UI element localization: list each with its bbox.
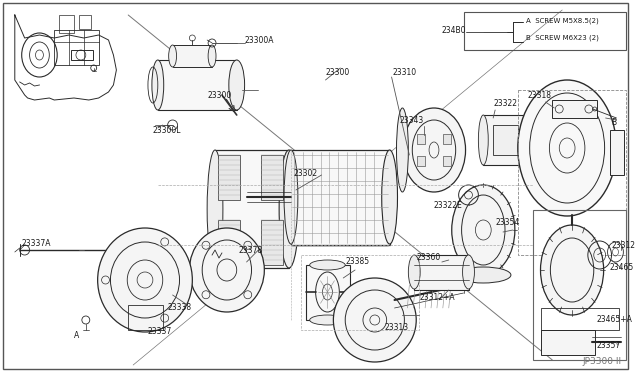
Text: 23357: 23357	[596, 340, 621, 350]
Bar	[414, 255, 468, 290]
Ellipse shape	[541, 225, 604, 315]
Text: 23302: 23302	[294, 169, 318, 177]
Bar	[218, 155, 239, 200]
Text: 23300L: 23300L	[153, 125, 181, 135]
Bar	[59, 15, 74, 33]
Ellipse shape	[333, 278, 416, 362]
Ellipse shape	[403, 108, 465, 192]
Text: 23312: 23312	[612, 241, 636, 250]
Text: 23338: 23338	[168, 304, 192, 312]
Ellipse shape	[208, 45, 216, 67]
Text: 23378: 23378	[239, 246, 263, 254]
Bar	[443, 134, 451, 144]
Text: 23465+A: 23465+A	[596, 315, 632, 324]
Text: 23354: 23354	[495, 218, 520, 227]
Ellipse shape	[463, 255, 474, 289]
Text: 23337: 23337	[148, 327, 172, 337]
Bar	[128, 305, 163, 330]
Bar	[463, 12, 627, 50]
Text: A: A	[74, 330, 79, 340]
Bar	[261, 155, 283, 200]
Ellipse shape	[284, 150, 298, 244]
Bar	[218, 220, 239, 265]
Ellipse shape	[397, 108, 408, 192]
Text: 23313: 23313	[385, 324, 409, 333]
Bar	[483, 115, 528, 165]
Text: 23300: 23300	[207, 90, 232, 99]
Ellipse shape	[518, 80, 616, 216]
Ellipse shape	[98, 228, 193, 332]
Ellipse shape	[310, 260, 345, 270]
Text: 23337A: 23337A	[22, 238, 51, 247]
Bar	[173, 45, 212, 67]
Text: JP3300 II: JP3300 II	[582, 357, 621, 366]
Ellipse shape	[189, 228, 264, 312]
Ellipse shape	[279, 150, 299, 268]
Ellipse shape	[310, 315, 345, 325]
Ellipse shape	[381, 150, 397, 244]
Text: 23322E: 23322E	[434, 201, 463, 209]
Text: 23360: 23360	[416, 253, 440, 263]
Ellipse shape	[169, 45, 177, 67]
Text: 23312+A: 23312+A	[419, 294, 455, 302]
Ellipse shape	[207, 150, 223, 268]
Ellipse shape	[456, 267, 511, 283]
Bar	[306, 265, 350, 320]
Bar	[215, 150, 289, 268]
Text: 234B0: 234B0	[442, 26, 467, 35]
Text: A  SCREW M5X8.5(2): A SCREW M5X8.5(2)	[525, 18, 598, 24]
Text: 23300: 23300	[326, 67, 349, 77]
Bar	[417, 156, 425, 166]
Ellipse shape	[523, 115, 532, 165]
Text: 23318: 23318	[528, 90, 552, 99]
Bar	[532, 210, 627, 360]
Ellipse shape	[229, 60, 244, 110]
Bar	[291, 150, 390, 245]
Bar	[158, 60, 237, 110]
Bar	[301, 255, 419, 330]
Text: 23300A: 23300A	[244, 35, 274, 45]
Text: 23310: 23310	[392, 67, 417, 77]
Ellipse shape	[152, 60, 164, 110]
Ellipse shape	[452, 185, 515, 275]
Bar	[609, 130, 625, 175]
Bar	[552, 100, 596, 118]
Bar	[79, 15, 91, 29]
Bar	[71, 50, 93, 60]
Bar	[493, 125, 518, 155]
Text: B  SCREW M6X23 (2): B SCREW M6X23 (2)	[525, 35, 598, 41]
Text: 23343: 23343	[399, 115, 424, 125]
Ellipse shape	[408, 255, 420, 289]
Bar	[443, 156, 451, 166]
Bar	[541, 308, 620, 330]
Bar	[518, 90, 627, 255]
Ellipse shape	[478, 115, 488, 165]
Text: B: B	[612, 118, 617, 126]
Bar	[54, 30, 99, 65]
Text: 23322: 23322	[493, 99, 517, 108]
Bar	[417, 134, 425, 144]
Text: 23465: 23465	[609, 263, 634, 273]
Bar	[541, 330, 595, 355]
Text: 23385: 23385	[345, 257, 369, 266]
Bar	[261, 220, 283, 265]
